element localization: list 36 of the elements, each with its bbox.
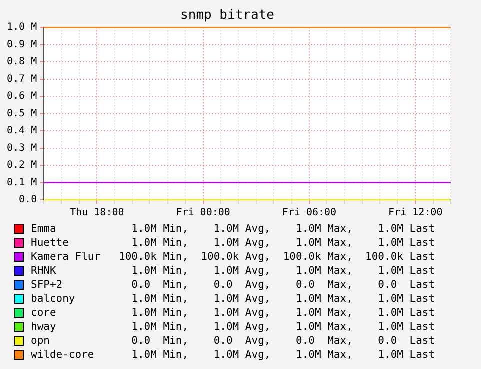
x-tick-label: Fri 12:00 (388, 208, 443, 219)
x-tick-label: Fri 06:00 (282, 208, 337, 219)
text: 0.0 Min, 0.0 Avg, 0.0 Max, 0.0 Last (130, 279, 436, 291)
text: 1.0M Min, 1.0M Avg, 1.0M Max, 1.0M Last (130, 293, 436, 305)
legend-label: wilde-core (31, 349, 96, 361)
text: 1.0M Min, 1.0M Avg, 1.0M Max, 1.0M Last (130, 237, 436, 249)
text: 1.0M Min, 1.0M Avg, 1.0M Max, 1.0M Last (130, 321, 436, 333)
y-tick-label: 0.5 M (6, 108, 38, 120)
text: 1.0M Min, 1.0M Avg, 1.0M Max, 1.0M Last (130, 265, 436, 277)
y-tick-label: 0.0 (19, 194, 38, 206)
y-tick-label: 0.3 M (6, 142, 38, 154)
y-tick-label: 1.0 M (6, 22, 38, 34)
legend-label: core (31, 307, 58, 319)
y-tick-label: 0.9 M (6, 39, 38, 50)
legend-label: hway (31, 321, 58, 333)
legend-label: Huette (31, 237, 70, 249)
x-tick-label: Fri 00:00 (176, 208, 230, 219)
legend-label: SFP+2 (31, 279, 64, 291)
legend-label: balcony (31, 293, 76, 305)
y-tick-label: 0.2 M (6, 160, 38, 172)
legend-label: opn (31, 335, 51, 347)
text: 100.0k Min, 100.0k Avg, 100.0k Max, 100.0k Last (119, 251, 436, 263)
y-tick-label: 0.4 M (6, 126, 38, 137)
y-tick-label: 0.6 M (6, 91, 38, 102)
text: 0.0 Min, 0.0 Avg, 0.0 Max, 0.0 Last (130, 335, 436, 347)
legend-label: Kamera Flur (31, 251, 102, 263)
legend-label: RHNK (31, 265, 58, 277)
chart-title: snmp bitrate (180, 8, 275, 24)
y-tick-label: 0.8 M (6, 56, 38, 68)
x-tick-label: Thu 18:00 (70, 208, 124, 219)
text: 1.0M Min, 1.0M Avg, 1.0M Max, 1.0M Last (130, 307, 436, 319)
y-tick-label: 0.7 M (6, 74, 38, 85)
text: 1.0M Min, 1.0M Avg, 1.0M Max, 1.0M Last (130, 349, 436, 361)
text: 1.0M Min, 1.0M Avg, 1.0M Max, 1.0M Last (130, 223, 436, 235)
legend-label: Emma (31, 223, 58, 235)
y-tick-label: 0.1 M (6, 177, 38, 188)
